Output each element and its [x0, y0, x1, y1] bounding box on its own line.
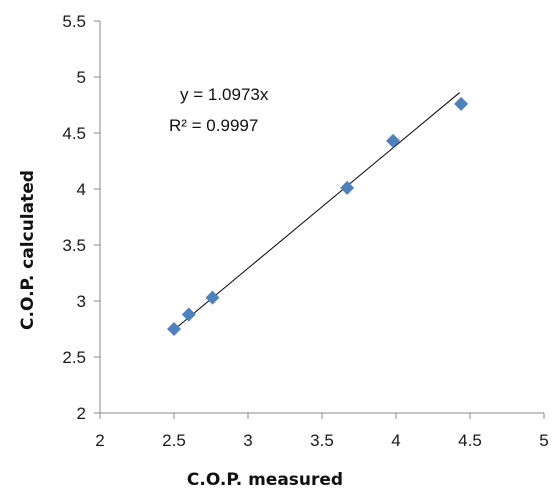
data-point — [386, 133, 401, 148]
plot-area: 2 2.5 3 3.5 4 4.5 5 2 2.5 3 3.5 4 4.5 5 5.5 — [62, 12, 548, 450]
y-tick-label: 5 — [77, 68, 86, 87]
data-point — [340, 180, 355, 195]
y-tick-label: 4.5 — [62, 124, 86, 143]
y-axis-title: C.O.P. calculated — [18, 170, 38, 330]
y-tick-label: 2.5 — [62, 348, 86, 367]
data-point — [167, 322, 181, 336]
y-tick-label: 5.5 — [62, 12, 86, 31]
y-ticks: 2 2.5 3 3.5 4 4.5 5 5.5 — [62, 12, 100, 423]
x-ticks: 2 2.5 3 3.5 4 4.5 5 — [95, 413, 549, 450]
data-point — [181, 307, 196, 322]
y-tick-label: 4 — [77, 180, 86, 199]
x-tick-label: 5 — [539, 431, 548, 450]
x-tick-label: 2 — [95, 431, 104, 450]
y-tick-label: 3 — [77, 292, 86, 311]
x-tick-label: 2.5 — [162, 431, 186, 450]
x-axis-title: C.O.P. measured — [187, 470, 343, 490]
data-point — [205, 290, 220, 305]
data-points — [167, 96, 469, 336]
r-squared-label: R² = 0.9997 — [169, 116, 258, 135]
data-point — [454, 96, 469, 111]
y-tick-label: 3.5 — [62, 236, 86, 255]
y-tick-label: 2 — [77, 404, 86, 423]
x-tick-label: 3.5 — [310, 431, 334, 450]
x-tick-label: 3 — [243, 431, 252, 450]
x-tick-label: 4.5 — [458, 431, 482, 450]
trendline — [170, 92, 460, 333]
trendline-equation: y = 1.0973x — [180, 85, 269, 104]
x-tick-label: 4 — [391, 431, 400, 450]
